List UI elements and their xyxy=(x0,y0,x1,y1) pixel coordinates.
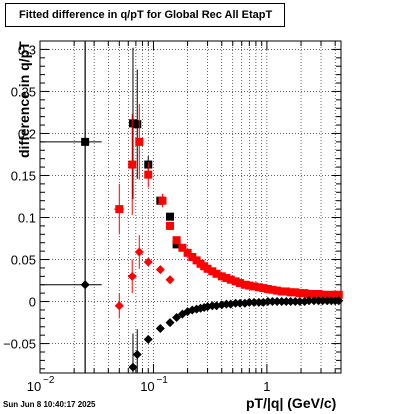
data-point xyxy=(244,297,254,307)
data-point xyxy=(166,212,175,221)
y-tick-label: 0.2 xyxy=(18,126,36,141)
data-point xyxy=(158,196,167,205)
data-point xyxy=(318,296,328,306)
data-point xyxy=(128,119,137,128)
grid xyxy=(39,41,341,373)
data-point xyxy=(134,247,144,257)
data-point xyxy=(231,277,240,286)
data-point xyxy=(282,287,291,296)
data-point xyxy=(172,240,181,249)
data-point xyxy=(286,297,296,307)
data-point xyxy=(222,274,231,283)
data-point xyxy=(208,267,217,276)
y-tick-label: 0.15 xyxy=(11,168,36,183)
data-point xyxy=(268,285,277,294)
data-point xyxy=(144,170,153,179)
data-point xyxy=(263,297,273,307)
data-point xyxy=(304,296,314,306)
y-axis-label: difference in q/pT xyxy=(16,41,32,158)
data-point xyxy=(80,280,90,290)
data-point xyxy=(115,205,124,214)
data-point xyxy=(300,289,309,298)
data-point xyxy=(254,283,263,292)
data-point xyxy=(259,284,268,293)
y-tick-label: −0.05 xyxy=(3,337,36,352)
data-point xyxy=(334,290,343,299)
data-point xyxy=(178,243,187,252)
data-point xyxy=(166,221,175,230)
data-point xyxy=(249,297,259,307)
data-point xyxy=(334,296,344,306)
data-point xyxy=(272,297,282,307)
data-point xyxy=(128,160,137,169)
data-points xyxy=(40,41,344,373)
data-point xyxy=(203,264,212,273)
data-point xyxy=(295,289,304,298)
data-point xyxy=(263,284,272,293)
data-point xyxy=(236,279,245,288)
data-point xyxy=(277,297,287,307)
x-tick-label: 1 xyxy=(263,379,270,394)
x-axis-label: pT/|q| (GeV/c) xyxy=(246,395,337,411)
series-0 xyxy=(40,41,181,373)
data-point xyxy=(128,362,138,372)
data-point xyxy=(143,334,153,344)
data-point xyxy=(212,269,221,278)
y-tick-label: 0.1 xyxy=(18,211,36,226)
data-point xyxy=(172,236,181,245)
data-point xyxy=(235,298,245,308)
plot-frame xyxy=(39,40,342,374)
data-point xyxy=(114,301,124,311)
data-point xyxy=(295,297,305,307)
data-point xyxy=(323,290,332,299)
timestamp: Sun Jun 8 10:40:17 2025 xyxy=(3,400,96,409)
data-point xyxy=(277,287,286,296)
data-point xyxy=(155,265,165,275)
data-point xyxy=(165,275,175,285)
data-point xyxy=(165,318,175,328)
data-point xyxy=(309,296,319,306)
data-point xyxy=(183,248,192,257)
data-point xyxy=(172,313,182,323)
data-point xyxy=(304,289,313,298)
data-point xyxy=(291,288,300,297)
chart-title: Fitted difference in q/pT for Global Rec… xyxy=(5,3,285,27)
x-tick-exponent: −1 xyxy=(156,375,168,386)
series-3 xyxy=(40,41,344,373)
data-point xyxy=(133,120,142,129)
data-point xyxy=(250,282,259,291)
series-2 xyxy=(114,235,175,319)
data-point xyxy=(143,257,153,267)
x-tick-label: 10 xyxy=(27,379,41,394)
data-point xyxy=(188,253,197,262)
data-point xyxy=(135,137,144,146)
data-point xyxy=(286,288,295,297)
x-tick-label: 10 xyxy=(140,379,154,394)
series-1 xyxy=(114,104,343,299)
data-point xyxy=(267,297,277,307)
data-point xyxy=(318,290,327,299)
data-point xyxy=(226,275,235,284)
data-point xyxy=(314,289,323,298)
data-point xyxy=(132,350,142,360)
data-point xyxy=(217,272,226,281)
data-point xyxy=(240,280,249,289)
x-tick-exponent: −2 xyxy=(43,375,55,386)
data-point xyxy=(155,323,165,333)
y-tick-label: 0.05 xyxy=(11,253,36,268)
data-point xyxy=(245,281,254,290)
y-tick-label: 0 xyxy=(29,295,36,310)
y-tick-label: 0.25 xyxy=(11,84,36,99)
data-point xyxy=(309,289,318,298)
data-point xyxy=(127,271,137,281)
data-point xyxy=(273,286,282,295)
y-tick-label: 0.3 xyxy=(18,42,36,57)
